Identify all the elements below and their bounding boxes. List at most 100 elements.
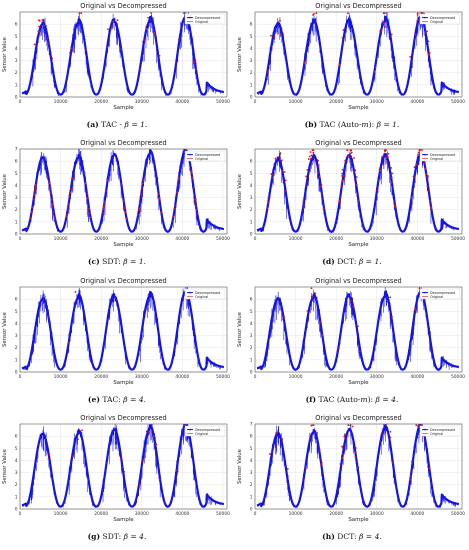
x-tick-label: 0 bbox=[254, 236, 257, 242]
original-point bbox=[177, 178, 180, 180]
y-axis-label: Sensor Value bbox=[2, 173, 8, 209]
original-point bbox=[48, 453, 51, 456]
original-point bbox=[112, 20, 115, 23]
x-tick-label: 30000 bbox=[370, 374, 384, 380]
original-point bbox=[271, 176, 273, 179]
original-point bbox=[342, 29, 345, 31]
original-point bbox=[177, 38, 180, 41]
original-point bbox=[349, 424, 352, 427]
original-point bbox=[153, 32, 156, 35]
original-point bbox=[283, 315, 285, 318]
original-point bbox=[184, 424, 187, 427]
original-point bbox=[196, 212, 199, 215]
original-point bbox=[119, 457, 122, 460]
original-point bbox=[341, 180, 344, 182]
original-point bbox=[280, 33, 283, 36]
caption-label: (c) bbox=[87, 257, 100, 266]
original-point bbox=[50, 198, 53, 201]
original-point bbox=[384, 12, 386, 15]
original-point bbox=[384, 150, 386, 153]
original-point bbox=[417, 24, 419, 27]
x-tick-label: 50000 bbox=[216, 374, 230, 380]
original-point bbox=[88, 212, 91, 215]
y-tick-label: 4 bbox=[250, 46, 253, 52]
original-point bbox=[46, 37, 49, 40]
original-point bbox=[430, 207, 433, 210]
x-tick-label: 20000 bbox=[329, 511, 343, 517]
original-point bbox=[71, 177, 74, 180]
y-tick-label: 0 bbox=[250, 95, 253, 101]
original-point bbox=[48, 180, 51, 182]
y-tick-label: 2 bbox=[15, 482, 18, 488]
y-tick-label: 0 bbox=[250, 370, 253, 376]
original-point bbox=[357, 466, 360, 469]
original-point bbox=[140, 194, 143, 197]
original-point bbox=[344, 159, 347, 162]
y-tick-label: 4 bbox=[15, 46, 18, 52]
original-point bbox=[339, 201, 342, 204]
original-point bbox=[276, 431, 279, 434]
original-point bbox=[313, 432, 316, 435]
y-tick-label: 3 bbox=[15, 58, 18, 64]
original-point bbox=[71, 455, 74, 458]
original-point bbox=[311, 162, 314, 165]
original-point bbox=[343, 435, 346, 438]
original-point bbox=[357, 325, 359, 328]
original-point bbox=[125, 218, 128, 220]
original-point bbox=[270, 34, 272, 37]
original-point bbox=[48, 182, 51, 185]
caption-method: DCT: bbox=[334, 532, 359, 541]
caption-method: TAC: bbox=[99, 395, 124, 404]
original-point bbox=[267, 196, 270, 199]
caption-method: DCT: bbox=[334, 257, 359, 266]
original-point bbox=[137, 209, 140, 212]
original-point bbox=[102, 206, 105, 209]
original-point bbox=[195, 209, 198, 211]
original-point bbox=[343, 434, 346, 436]
plot-frame bbox=[254, 423, 463, 510]
original-point bbox=[413, 166, 416, 169]
original-point bbox=[341, 175, 343, 177]
y-tick-label: 0 bbox=[15, 507, 18, 513]
original-point bbox=[69, 191, 71, 194]
original-point bbox=[176, 191, 178, 194]
original-point bbox=[138, 207, 141, 210]
original-point bbox=[417, 19, 419, 22]
original-point bbox=[320, 184, 323, 186]
original-point bbox=[140, 192, 143, 195]
original-point bbox=[391, 316, 393, 318]
original-point bbox=[318, 448, 321, 451]
original-point bbox=[138, 483, 141, 486]
original-point bbox=[311, 295, 314, 298]
y-axis-label: Sensor Value bbox=[237, 311, 243, 347]
chart-panel-h: Original vs Decompressed 0 1 2 3 4 5 6 7 0 10000 20… bbox=[235, 412, 469, 549]
chart-title: Original vs Decompressed bbox=[80, 139, 166, 147]
y-tick-label: 2 bbox=[250, 207, 253, 213]
original-point bbox=[350, 151, 353, 154]
original-point bbox=[38, 19, 41, 22]
original-point bbox=[415, 424, 418, 427]
x-tick-label: 40000 bbox=[175, 511, 189, 517]
original-point bbox=[139, 202, 141, 205]
original-point bbox=[121, 467, 124, 469]
original-point bbox=[140, 187, 143, 190]
y-tick-label: 6 bbox=[15, 159, 18, 165]
original-point bbox=[123, 470, 126, 473]
series-decompressed bbox=[21, 149, 225, 234]
legend-label: Original bbox=[430, 157, 443, 161]
original-point bbox=[306, 168, 309, 171]
original-point bbox=[70, 47, 73, 50]
original-point bbox=[31, 211, 33, 214]
original-point bbox=[266, 207, 269, 210]
original-point bbox=[421, 12, 424, 15]
original-point bbox=[195, 204, 198, 207]
original-point bbox=[32, 198, 35, 201]
original-point bbox=[390, 176, 393, 179]
original-point bbox=[427, 175, 429, 177]
original-point bbox=[49, 188, 51, 190]
original-point bbox=[285, 190, 287, 192]
original-point bbox=[136, 213, 139, 216]
original-point bbox=[381, 155, 384, 158]
caption-method: TAC - bbox=[98, 120, 125, 129]
